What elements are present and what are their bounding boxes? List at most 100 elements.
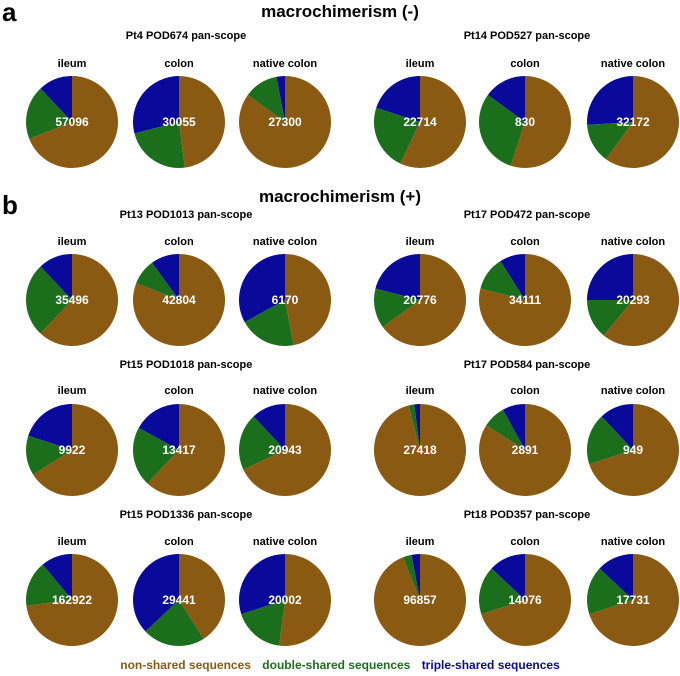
group-8-pie-ileum-slice-triple-shared [411,554,420,600]
group-2-pie-ileum: 22714 [374,76,466,168]
group-3-pie-ileum-label: ileum [57,236,87,248]
group-1-pie-native-colon-slice-non-shared [239,76,331,168]
group-7-pie-colon-count: 29441 [162,593,196,607]
group-5-pie-colon-count: 13417 [162,443,196,457]
group-5-pie-native-colon: 20943 [239,404,331,496]
group-6-pie-native-colon-slice-non-shared [589,404,679,496]
group-4-pie-native-colon-slice-non-shared [603,254,679,346]
group-5-pie-native-colon-label: native colon [252,385,318,397]
group-3-pie-native-colon: 6170 [239,254,332,346]
group-2-pie-native-colon-count: 32172 [616,115,650,129]
group-4-pie-colon: 34111 [479,254,571,346]
group-3-pie-native-colon-count: 6170 [272,293,299,307]
group-6-pie-colon-count: 2891 [512,443,539,457]
group-1-pie-colon-slice-triple-shared [133,76,179,134]
group-1-pie-native-colon-label: native colon [252,58,318,70]
group-7-pie-native-colon-label: native colon [252,536,318,548]
group-3-pie-colon-slice-triple-shared [151,254,179,300]
group-8-pie-ileum: 96857 [374,554,466,646]
group-2-pie-ileum-slice-double-shared [374,107,420,164]
group-3-pie-ileum: 35496 [26,254,119,346]
group-6-pie-native-colon-label: native colon [600,385,666,397]
group-1-pie-colon-slice-non-shared [179,76,225,168]
group-5-pie-ileum-slice-double-shared [26,435,72,475]
group-4-pie-ileum-slice-double-shared [374,288,420,328]
group-3-pie-colon-label: colon [164,236,194,248]
group-6-pie-native-colon: 949 [587,404,679,496]
group-2-pie-ileum-count: 22714 [403,115,437,129]
group-5-pie-colon-slice-double-shared [133,427,179,484]
legend-double-shared: double-shared sequences [262,658,411,672]
group-3-pie-native-colon-slice-double-shared [244,300,294,346]
group-4-pie-colon-slice-double-shared [480,261,525,300]
group-3-pie-native-colon-slice-triple-shared [239,254,285,323]
group-7-title: Pt15 POD1336 pan-scope [119,509,253,521]
group-1-pie-colon-slice-double-shared [134,122,185,168]
group-5-pie-colon-slice-non-shared [147,404,225,496]
group-8-pie-colon-slice-triple-shared [491,554,525,600]
group-8-pie-colon-slice-non-shared [481,554,571,646]
group-1-pie-native-colon: 27300 [239,76,331,168]
group-8-title: Pt18 POD357 pan-scope [463,509,591,521]
group-2-pie-ileum-label: ileum [405,58,435,70]
group-6-pie-ileum-slice-triple-shared [414,404,420,450]
group-6-title: Pt17 POD584 pan-scope [463,359,591,371]
group-6-pie-ileum-slice-non-shared [374,404,466,496]
group-8-pie-ileum-slice-double-shared [403,554,420,600]
group-3-pie-ileum-slice-double-shared [26,266,72,334]
group-7-pie-native-colon: 20002 [239,554,331,646]
group-1-title: Pt4 POD674 pan-scope [125,30,247,42]
group-8-pie-ileum-count: 96857 [403,593,437,607]
group-5-pie-ileum-label: ileum [57,385,87,397]
group-8-pie-colon-count: 14076 [508,593,542,607]
group-1-pie-ileum: 57096 [26,76,118,168]
group-8-pie-native-colon: 17731 [587,554,679,646]
group-2-pie-native-colon: 32172 [587,76,679,168]
group-8-pie-ileum-slice-non-shared [374,554,466,646]
group-4-title: Pt17 POD472 pan-scope [463,209,591,221]
group-2-title: Pt14 POD527 pan-scope [463,30,591,42]
group-8-pie-native-colon-label: native colon [600,536,666,548]
group-4-pie-native-colon-slice-triple-shared [587,254,633,300]
group-2-pie-colon: 830 [479,76,571,168]
group-2-pie-ileum-slice-triple-shared [376,76,420,122]
group-7-pie-ileum-slice-triple-shared [42,554,72,600]
group-8-pie-colon-label: colon [510,536,540,548]
group-8-pie-colon-slice-double-shared [479,568,525,615]
group-5-pie-colon-label: colon [164,385,194,397]
group-1-pie-colon-count: 30055 [162,115,196,129]
legend: non-shared sequences double-shared seque… [0,658,680,672]
group-5-title: Pt15 POD1018 pan-scope [119,359,253,371]
group-5-pie-ileum-slice-non-shared [33,404,118,496]
group-4-pie-native-colon-label: native colon [600,236,666,248]
group-4-pie-colon-slice-non-shared [479,254,571,346]
group-1-pie-colon: 30055 [133,76,225,168]
group-8-pie-ileum-label: ileum [405,536,435,548]
group-6-pie-native-colon-count: 949 [623,443,643,457]
group-1-pie-colon-label: colon [164,58,194,70]
group-4-pie-native-colon-count: 20293 [616,293,650,307]
group-4-pie-native-colon: 20293 [587,254,679,346]
group-7-pie-native-colon-count: 20002 [268,593,302,607]
group-8-pie-native-colon-slice-non-shared [589,554,679,646]
group-6-pie-colon-slice-non-shared [479,404,571,496]
group-6-pie-colon: 2891 [479,404,571,496]
legend-triple-shared: triple-shared sequences [421,658,560,672]
legend-non-shared: non-shared sequences [120,658,251,672]
group-3-pie-ileum-slice-non-shared [40,254,119,346]
group-5-pie-native-colon-slice-non-shared [243,404,331,496]
group-3-pie-native-colon-label: native colon [252,236,318,248]
group-7-pie-native-colon-slice-double-shared [241,600,285,646]
group-3-pie-ileum-slice-triple-shared [40,254,72,300]
group-7-pie-native-colon-slice-non-shared [279,554,331,646]
group-7-pie-native-colon-slice-triple-shared [239,554,285,615]
panel-a-title: macrochimerism (-) [261,2,419,21]
group-5-pie-native-colon-slice-triple-shared [253,404,285,450]
group-5-pie-native-colon-slice-double-shared [239,416,285,470]
group-4-pie-ileum-count: 20776 [403,293,437,307]
group-3-pie-colon-slice-non-shared [133,254,225,346]
group-2-pie-native-colon-slice-triple-shared [587,76,633,125]
group-5-pie-native-colon-count: 20943 [268,443,302,457]
group-8-pie-native-colon-slice-double-shared [587,568,633,615]
group-5-pie-colon: 13417 [133,404,225,496]
